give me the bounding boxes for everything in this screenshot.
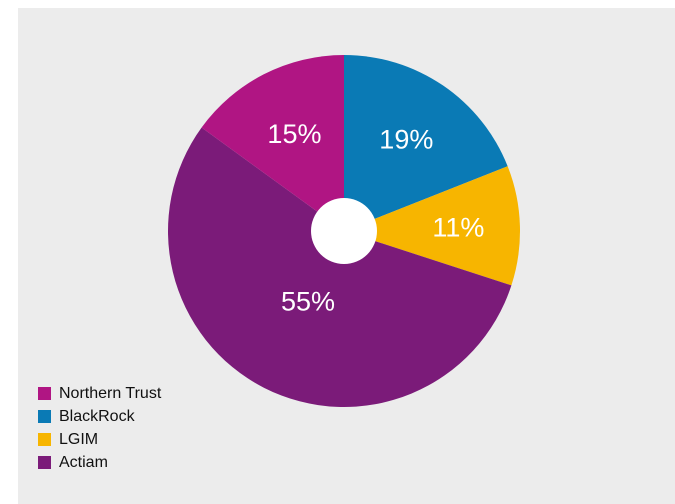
legend-item-lgim: LGIM <box>38 428 161 451</box>
legend-label: LGIM <box>59 430 99 448</box>
legend-item-blackrock: BlackRock <box>38 405 161 428</box>
legend-item-actiam: Actiam <box>38 451 161 474</box>
pie-slice-blackrock <box>344 55 508 231</box>
legend-label: Actiam <box>59 453 108 471</box>
legend-item-northern-trust: Northern Trust <box>38 382 161 405</box>
pie-slice-northern-trust <box>201 55 344 231</box>
pie-slice-lgim <box>344 166 520 286</box>
legend-label: BlackRock <box>59 407 135 425</box>
legend: Northern Trust BlackRock LGIM Actiam <box>38 382 161 474</box>
pie-slices <box>168 55 520 407</box>
legend-swatch <box>38 433 51 446</box>
slice-label-actiam: 55% <box>281 287 335 317</box>
legend-swatch <box>38 410 51 423</box>
slice-label-lgim: 11% <box>432 212 484 242</box>
slice-label-blackrock: 19% <box>379 124 433 154</box>
pie-labels: 19% 11% 55% 15% <box>267 119 484 317</box>
slice-label-northern-trust: 15% <box>267 119 321 149</box>
donut-hole <box>311 198 377 264</box>
pie-slice-actiam <box>168 127 512 407</box>
legend-swatch <box>38 456 51 469</box>
legend-swatch <box>38 387 51 400</box>
legend-label: Northern Trust <box>59 384 162 402</box>
